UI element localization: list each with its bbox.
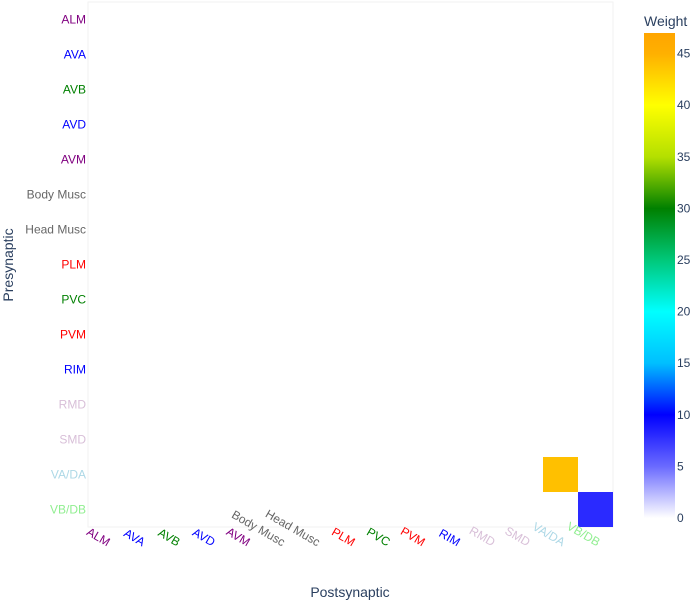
x-tick-label-pvm: PVM: [398, 524, 428, 549]
y-tick-label-plm: PLM: [61, 258, 86, 272]
x-tick-label-smd: SMD: [503, 524, 533, 550]
colorbar-tick-30: 30: [677, 201, 691, 215]
y-tick-label-avd: AVD: [62, 118, 86, 132]
y-axis-title: Presynaptic: [0, 228, 16, 301]
colorbar-tick-15: 15: [677, 356, 691, 370]
heatmap-cell-va-da-to-va-da[interactable]: [543, 457, 578, 492]
plot-background: [87, 1, 614, 528]
y-tick-label-head-musc: Head Musc: [25, 223, 86, 237]
y-axis-tick-labels: ALM AVA AVB AVD AVM Body Musc Head Musc PLM PVC P…: [25, 13, 86, 517]
y-tick-label-smd: SMD: [59, 433, 86, 447]
y-tick-label-avm: AVM: [61, 153, 86, 167]
colorbar-tick-5: 5: [677, 459, 684, 473]
y-tick-label-va-da: VA/DA: [51, 468, 86, 482]
x-tick-label-avd: AVD: [190, 525, 218, 549]
colorbar-gradient: [644, 33, 675, 518]
y-tick-label-body-musc: Body Musc: [27, 188, 86, 202]
colorbar-tick-10: 10: [677, 408, 691, 422]
x-tick-label-pvc: PVC: [364, 525, 393, 550]
heatmap-cell-vb-db-to-vb-db[interactable]: [578, 492, 613, 527]
y-tick-label-rim: RIM: [64, 363, 86, 377]
x-axis-title: Postsynaptic: [310, 584, 389, 600]
colorbar-tick-0: 0: [677, 511, 684, 525]
colorbar: Weight 0 5 10 15 20 25 30 35 40 45: [644, 13, 691, 525]
colorbar-tick-25: 25: [677, 253, 691, 267]
y-tick-label-avb: AVB: [63, 83, 86, 97]
x-tick-label-avb: AVB: [156, 526, 183, 550]
y-tick-label-pvc: PVC: [61, 293, 86, 307]
y-tick-label-rmd: RMD: [59, 398, 87, 412]
x-tick-label-rim: RIM: [437, 526, 463, 549]
heatmap-cells: [543, 457, 613, 527]
colorbar-tick-labels: 0 5 10 15 20 25 30 35 40 45: [677, 47, 691, 525]
colorbar-tick-35: 35: [677, 150, 691, 164]
colorbar-tick-20: 20: [677, 305, 691, 319]
colorbar-title: Weight: [644, 13, 687, 29]
x-tick-label-plm: PLM: [329, 525, 357, 549]
plot-area: [87, 1, 614, 528]
colorbar-tick-40: 40: [677, 98, 691, 112]
y-tick-label-vb-db: VB/DB: [50, 503, 86, 517]
x-tick-label-alm: ALM: [84, 525, 112, 549]
y-tick-label-alm: ALM: [61, 13, 86, 27]
y-tick-label-ava: AVA: [64, 48, 86, 62]
x-tick-label-ava: AVA: [121, 526, 147, 549]
y-tick-label-pvm: PVM: [60, 328, 86, 342]
colorbar-tick-45: 45: [677, 47, 691, 61]
